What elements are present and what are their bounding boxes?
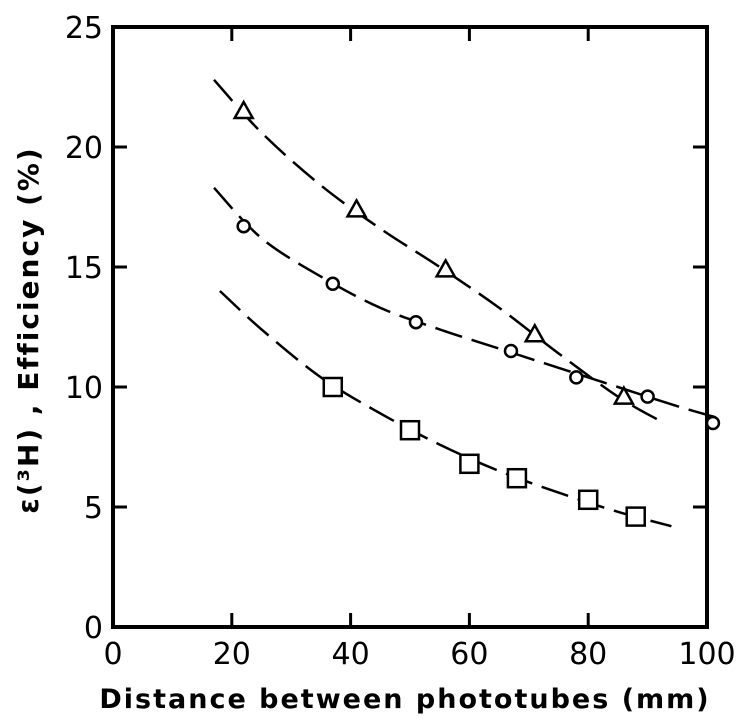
triangle-point [232, 99, 255, 120]
triangle-point [523, 322, 546, 343]
square-point [399, 419, 421, 441]
square-point [459, 453, 480, 475]
plot-frame [111, 25, 709, 629]
y-tick-label: 15 [65, 251, 103, 286]
x-tick-label: 40 [332, 637, 370, 672]
square-point [506, 467, 528, 489]
y-tick-label: 0 [84, 611, 103, 646]
x-tick-label: 60 [450, 637, 488, 672]
triangle-point [612, 385, 635, 405]
circle-point [325, 276, 341, 292]
circle-fit-curve [213, 186, 720, 420]
circle-point [236, 218, 251, 234]
y-tick-label: 5 [84, 491, 103, 526]
square-fit-curve [219, 290, 672, 528]
y-tick-label: 10 [65, 371, 103, 406]
triangle-fit-curve [213, 78, 661, 422]
circle-point [705, 415, 721, 431]
y-tick-label: 25 [65, 11, 103, 46]
circle-point [408, 314, 424, 330]
square-point [625, 506, 646, 527]
triangle-point [434, 257, 457, 278]
circle-point [640, 389, 655, 404]
y-axis-title: ε(³H) , Efficiency (%) [12, 146, 45, 513]
x-tick-label: 0 [103, 637, 122, 672]
x-axis: 0 20 40 60 80 100 [103, 27, 736, 672]
x-axis-title: Distance between phototubes (mm) [99, 684, 710, 715]
circle-point [569, 370, 584, 385]
x-tick-label: 80 [569, 637, 607, 672]
x-tick-label: 20 [213, 637, 251, 672]
data-markers [232, 99, 721, 527]
square-point [577, 489, 599, 511]
triangle-point [345, 197, 368, 218]
y-tick-label: 20 [65, 131, 103, 166]
square-point [322, 376, 344, 398]
x-tick-label: 100 [678, 637, 735, 672]
plot-border [111, 25, 709, 629]
circle-point [503, 343, 519, 359]
y-axis: 0 5 10 15 20 25 [65, 11, 707, 646]
